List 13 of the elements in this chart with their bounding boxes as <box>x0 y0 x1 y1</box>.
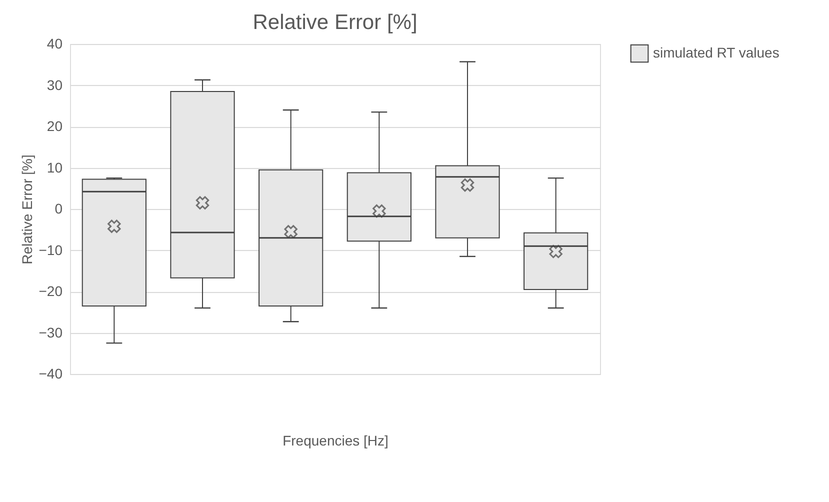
y-tick-label: 20 <box>46 118 63 134</box>
y-tick-label: −30 <box>38 324 63 340</box>
y-tick-label: 30 <box>46 76 63 93</box>
chart-title: Relative Error [%] <box>252 11 418 34</box>
legend-label: simulated RT values <box>653 44 780 60</box>
y-tick-label: −20 <box>38 283 63 299</box>
y-tick-label: 40 <box>46 36 63 52</box>
y-axis-title: Relative Error [%] <box>18 154 35 264</box>
y-tick-label: 10 <box>46 159 63 176</box>
x-axis-title: Frequencies [Hz] <box>282 432 388 448</box>
y-tick-label: −40 <box>38 366 63 382</box>
y-tick-label: −10 <box>38 242 63 258</box>
y-tick-label: 0 <box>54 200 63 216</box>
